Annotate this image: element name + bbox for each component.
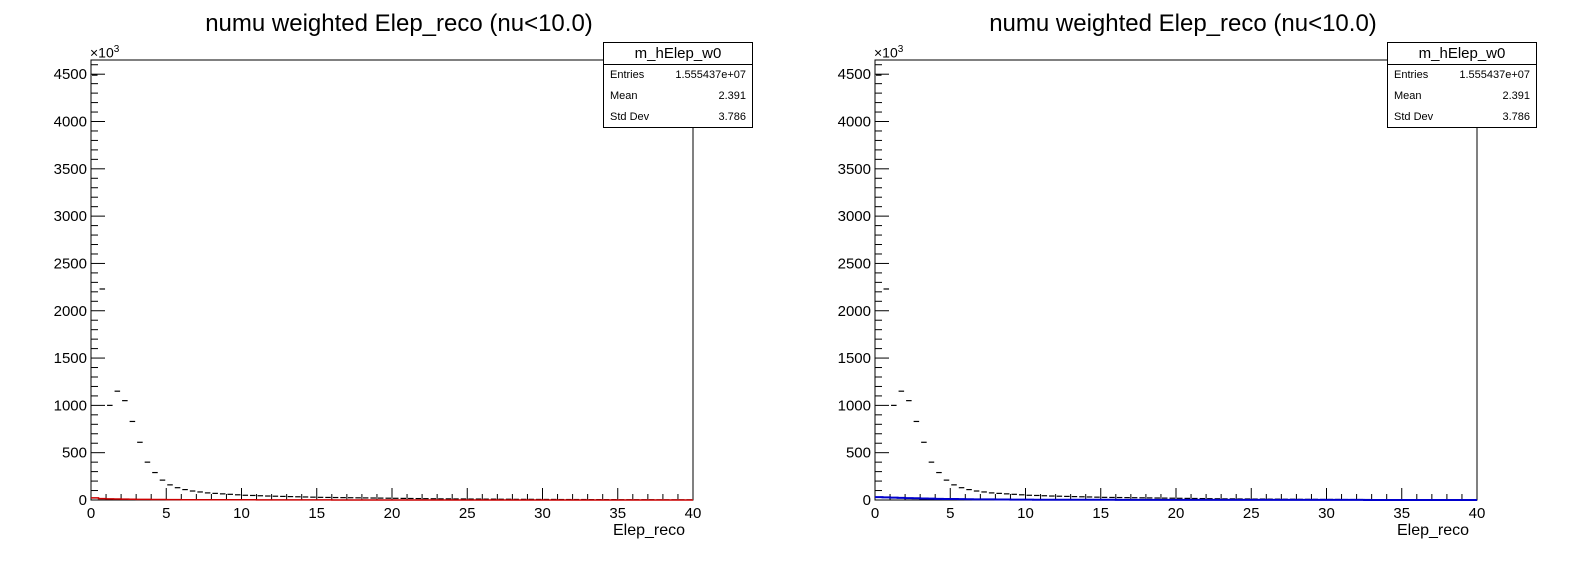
x-tick-label: 35 (609, 505, 626, 522)
y-tick-label: 3000 (54, 208, 87, 225)
y-exponent-label: ×103 (874, 44, 904, 61)
x-tick-label: 0 (871, 505, 879, 522)
x-tick-label: 35 (1393, 505, 1410, 522)
y-tick-label: 0 (863, 492, 871, 509)
x-tick-label: 40 (685, 505, 702, 522)
stats-box: m_hElep_w0 Entries 1.555437e+07 Mean 2.391… (603, 42, 753, 128)
x-tick-label: 10 (233, 505, 250, 522)
y-tick-label: 3000 (838, 208, 871, 225)
x-tick-label: 25 (1243, 505, 1260, 522)
y-tick-label: 4000 (54, 114, 87, 131)
x-tick-label: 30 (534, 505, 551, 522)
y-tick-label: 1000 (838, 397, 871, 414)
x-tick-label: 0 (87, 505, 95, 522)
overlay-histogram (875, 496, 1477, 501)
right-histogram-pad: numu weighted Elep_reco (nu<10.0) 0 5 10 15… (784, 0, 1582, 572)
y-tick-label: 2000 (838, 303, 871, 320)
x-tick-label: 15 (308, 505, 325, 522)
x-tick-label: 25 (459, 505, 476, 522)
stats-mean-row: Mean 2.391 (610, 90, 746, 102)
y-tick-label: 2000 (54, 303, 87, 320)
y-tick-label: 4000 (838, 114, 871, 131)
x-axis-label: Elep_reco (613, 522, 686, 539)
stats-entries-row: Entries 1.555437e+07 (610, 69, 746, 81)
x-axis-label: Elep_reco (1397, 522, 1470, 539)
y-tick-label: 1000 (54, 397, 87, 414)
y-tick-label: 3500 (838, 161, 871, 178)
y-tick-label: 1500 (838, 350, 871, 367)
y-tick-label: 4500 (54, 66, 87, 83)
stats-box: m_hElep_w0 Entries 1.555437e+07 Mean 2.391… (1387, 42, 1537, 128)
left-histogram-svg: 0 5 10 15 20 25 30 35 40 0 500 1000 1500 2000 2500 3000… (54, 59, 702, 522)
chart-title: numu weighted Elep_reco (nu<10.0) (205, 10, 593, 37)
x-tick-label: 20 (1168, 505, 1185, 522)
y-tick-label: 2500 (838, 255, 871, 272)
x-tick-label: 5 (946, 505, 954, 522)
overlay-histogram (91, 497, 693, 501)
y-tick-label: 500 (846, 445, 871, 462)
x-tick-label: 5 (162, 505, 170, 522)
stats-box-name: m_hElep_w0 (1388, 43, 1536, 65)
y-exponent-label: ×103 (90, 44, 120, 61)
x-tick-label: 20 (384, 505, 401, 522)
y-tick-label: 500 (62, 445, 87, 462)
stats-stddev-row: Std Dev 3.786 (610, 111, 746, 123)
x-tick-label: 10 (1017, 505, 1034, 522)
stats-entries-row: Entries 1.555437e+07 (1394, 69, 1530, 81)
stats-stddev-row: Std Dev 3.786 (1394, 111, 1530, 123)
left-histogram-pad: numu weighted Elep_reco (nu<10.0) 0 5 10 15… (54, 10, 753, 539)
x-tick-label: 15 (1092, 505, 1109, 522)
stats-mean-row: Mean 2.391 (1394, 90, 1530, 102)
x-tick-label: 40 (1469, 505, 1486, 522)
y-tick-label: 0 (79, 492, 87, 509)
chart-title: numu weighted Elep_reco (nu<10.0) (989, 10, 1377, 37)
right-histogram-svg: 0 5 10 15 20 25 30 35 40 0 500 1000 1500 2000 2500 3000… (838, 59, 1486, 522)
stats-box-name: m_hElep_w0 (604, 43, 752, 65)
y-tick-label: 4500 (838, 66, 871, 83)
x-tick-label: 30 (1318, 505, 1335, 522)
y-tick-label: 2500 (54, 255, 87, 272)
y-tick-label: 3500 (54, 161, 87, 178)
y-tick-label: 1500 (54, 350, 87, 367)
